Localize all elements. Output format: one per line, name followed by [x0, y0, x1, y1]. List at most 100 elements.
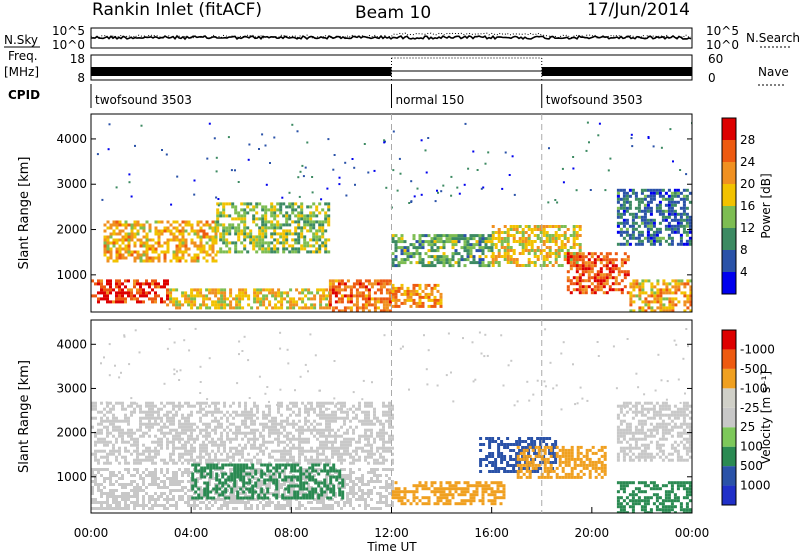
heatmap-cell — [154, 247, 158, 251]
heatmap-cell — [472, 237, 476, 241]
heatmap-cell — [97, 410, 100, 414]
heatmap-cell — [367, 297, 371, 301]
heatmap-cell — [581, 288, 585, 292]
heatmap-cell — [503, 249, 507, 252]
heatmap-cell — [107, 148, 110, 151]
heatmap-cell — [235, 507, 238, 510]
heatmap-cell — [108, 123, 111, 126]
heatmap-cell — [331, 452, 334, 456]
heatmap-cell — [202, 250, 206, 254]
heatmap-cell — [424, 149, 427, 152]
heatmap-cell — [211, 226, 215, 230]
heatmap-cell — [94, 480, 97, 483]
heatmap-cell — [273, 217, 277, 221]
heatmap-cell — [391, 252, 395, 256]
heatmap-cell — [280, 422, 283, 426]
heatmap-cell — [262, 294, 266, 298]
heatmap-cell — [575, 189, 578, 192]
heatmap-cell — [619, 227, 623, 231]
heatmap-cell — [282, 202, 286, 206]
heatmap-cell — [286, 419, 289, 423]
heatmap-cell — [403, 246, 407, 250]
heatmap-cell — [256, 306, 260, 310]
heatmap-cell — [343, 294, 347, 298]
heatmap-cell — [223, 413, 226, 417]
heatmap-cell — [311, 496, 315, 500]
heatmap-cell — [560, 234, 564, 237]
heatmap-cell — [205, 235, 209, 239]
heatmap-cell — [578, 285, 582, 289]
heatmap-cell — [581, 279, 585, 283]
heatmap-cell — [361, 309, 365, 312]
heatmap-cell — [148, 229, 152, 233]
heatmap-cell — [658, 221, 662, 225]
heatmap-cell — [325, 413, 328, 417]
heatmap-cell — [109, 449, 112, 453]
heatmap-cell — [403, 493, 407, 497]
heatmap-cell — [261, 223, 265, 227]
heatmap-cell — [118, 250, 122, 254]
heatmap-cell — [287, 484, 291, 488]
heatmap-cell — [190, 452, 193, 456]
heatmap-cell — [673, 200, 677, 204]
heatmap-cell — [268, 452, 271, 456]
heatmap-cell — [533, 264, 537, 267]
heatmap-cell — [355, 425, 358, 429]
heatmap-cell — [237, 223, 241, 227]
heatmap-cell — [412, 301, 416, 305]
heatmap-cell — [187, 501, 190, 504]
heatmap-cell — [264, 241, 268, 245]
heatmap-cell — [439, 298, 443, 302]
heatmap-cell — [512, 234, 516, 237]
heatmap-cell — [653, 294, 657, 298]
heatmap-cell — [202, 455, 205, 459]
heatmap-cell — [91, 486, 94, 489]
heatmap-cell — [403, 502, 407, 506]
heatmap-cell — [283, 471, 286, 474]
heatmap-cell — [178, 437, 181, 441]
heatmap-cell — [112, 229, 116, 233]
heatmap-cell — [575, 237, 579, 240]
heatmap-cell — [298, 297, 302, 301]
heatmap-cell — [427, 255, 431, 259]
heatmap-cell — [635, 294, 639, 298]
heatmap-cell — [266, 496, 270, 500]
heatmap-cell — [251, 475, 255, 479]
heatmap-cell — [175, 446, 178, 450]
heatmap-cell — [103, 247, 107, 251]
heatmap-cell — [268, 428, 271, 432]
heatmap-cell — [208, 306, 212, 310]
heatmap-cell — [370, 285, 374, 289]
heatmap-cell — [260, 463, 264, 467]
heatmap-cell — [181, 250, 185, 254]
heatmap-cell — [124, 279, 127, 283]
heatmap-cell — [300, 226, 304, 230]
heatmap-cell — [175, 489, 178, 492]
heatmap-cell — [121, 297, 124, 301]
heatmap-cell — [343, 452, 346, 456]
heatmap-cell — [619, 212, 623, 216]
heatmap-cell — [103, 440, 106, 444]
heatmap-cell — [307, 440, 310, 444]
heatmap-cell — [427, 499, 431, 503]
heatmap-cell — [199, 449, 202, 453]
heatmap-cell — [322, 297, 326, 301]
heatmap-cell — [142, 223, 146, 227]
heatmap-cell — [602, 282, 606, 286]
heatmap-cell — [277, 434, 280, 438]
heatmap-cell — [616, 191, 620, 195]
heatmap-cell — [211, 247, 215, 251]
heatmap-cell — [139, 241, 143, 245]
heatmap-cell — [412, 252, 416, 256]
heatmap-cell — [112, 244, 116, 248]
heatmap-cell — [611, 276, 615, 280]
heatmap-cell — [385, 440, 388, 444]
heatmap-cell — [557, 264, 561, 267]
heatmap-cell — [563, 252, 567, 255]
heatmap-cell — [352, 495, 355, 498]
heatmap-cell — [217, 437, 220, 441]
heatmap-cell — [139, 416, 142, 420]
heatmap-cell — [439, 295, 443, 299]
heatmap-cell — [327, 138, 330, 141]
heatmap-cell — [148, 428, 151, 432]
